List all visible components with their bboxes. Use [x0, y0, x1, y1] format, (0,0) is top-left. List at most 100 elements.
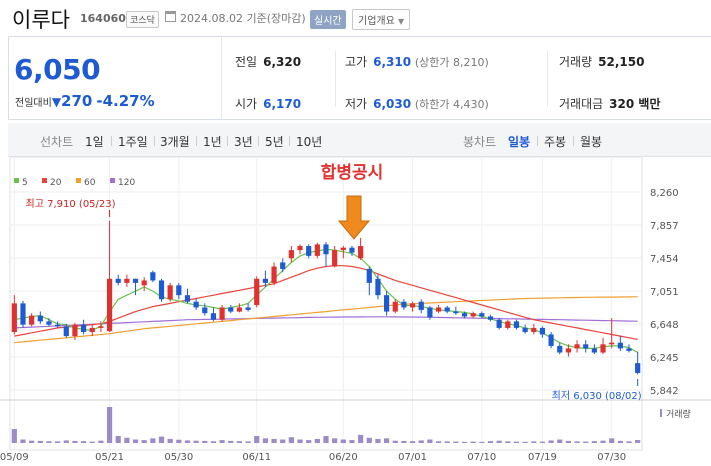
- candle-body: [210, 313, 217, 320]
- company-info-label: 기업개요: [358, 16, 395, 27]
- y-tick-label: 5,842: [650, 386, 679, 397]
- candle-body: [236, 307, 243, 312]
- candle-body: [124, 278, 130, 283]
- candle-body: [37, 315, 43, 322]
- candle-body: [115, 278, 121, 283]
- period-3m[interactable]: 3개월: [160, 135, 190, 149]
- period-1d[interactable]: 1일: [85, 135, 104, 149]
- volume-bar: [184, 440, 191, 443]
- candle-body: [626, 348, 632, 351]
- candle-body: [565, 348, 572, 353]
- volume-bars: 거래량: [11, 407, 691, 443]
- divider: [289, 136, 290, 146]
- y-tick-label: 7,454: [650, 254, 679, 265]
- volume-bar: [124, 437, 130, 443]
- high-low-labels: 최고 7,910 (05/23) 최저 6,030 (08/02): [26, 198, 642, 402]
- candle-body: [548, 334, 554, 346]
- candle-body: [80, 324, 87, 333]
- company-info-dropdown[interactable]: 기업개요 ▼: [352, 9, 411, 30]
- volume-bar: [323, 436, 329, 443]
- y-tick-label: 6,648: [650, 320, 679, 331]
- legend: 5 20 60 120: [14, 178, 135, 188]
- candle-body: [384, 295, 390, 312]
- open-cell: 시가 6,170: [235, 95, 301, 112]
- candle-body: [271, 266, 277, 283]
- reference-date: 2024.08.02 기준(장마감): [180, 12, 306, 25]
- candle-body: [89, 327, 95, 333]
- candle-body: [583, 344, 589, 349]
- candle-body: [487, 316, 494, 320]
- prev-close-value: 6,320: [263, 55, 302, 69]
- candle-weekly[interactable]: 주봉: [544, 135, 567, 149]
- candle-body: [358, 246, 364, 259]
- volume-bar: [29, 440, 35, 443]
- prev-close-label: 전일: [235, 55, 258, 69]
- x-tick-label: 06/11: [242, 452, 271, 463]
- volume-bar: [288, 437, 294, 443]
- volume-bar: [280, 439, 286, 443]
- y-tick-label: 8,260: [650, 188, 679, 199]
- low-cell: 저가 6,030 (하한가 4,430): [345, 95, 489, 112]
- x-tick-label: 07/10: [467, 452, 496, 463]
- volume-bar: [297, 439, 303, 443]
- stock-header: 이루다 164060 코스닥 2024.08.02 기준(장마감) 실시간 기업…: [0, 0, 711, 36]
- volume-bar: [574, 441, 580, 443]
- candlestick-chart: 5 20 60 120 합병공시 최고 7,910 (05/23) 최저 6,030 (…: [0, 156, 711, 463]
- period-5y[interactable]: 5년: [265, 135, 284, 149]
- volume-bar: [158, 436, 165, 443]
- realtime-button[interactable]: 실시간: [310, 10, 346, 29]
- candle-chart-label: 봉차트: [463, 135, 497, 149]
- candle-body: [176, 285, 182, 296]
- candle-body: [11, 303, 17, 333]
- candle-body: [184, 295, 191, 302]
- volume-bar: [496, 440, 502, 443]
- candle-body: [505, 321, 511, 328]
- candle-body: [167, 285, 173, 300]
- legend-label: 120: [118, 178, 135, 188]
- candle-body: [470, 313, 476, 317]
- candle-body: [444, 307, 450, 312]
- candle-body: [323, 244, 329, 255]
- candle-body: [306, 246, 312, 256]
- candle-body: [513, 321, 520, 328]
- volume-bar: [470, 441, 476, 443]
- current-price: 6,050: [14, 53, 101, 86]
- divider: [221, 37, 222, 119]
- candle-body: [635, 363, 641, 373]
- x-tick-label: 07/19: [528, 452, 557, 463]
- period-10y[interactable]: 10년: [296, 135, 323, 149]
- legend-swatch: [14, 178, 19, 183]
- candle-body: [219, 307, 225, 320]
- volume-bar: [358, 434, 364, 443]
- volume-value: 52,150: [598, 55, 645, 69]
- candle-body: [141, 280, 147, 286]
- plot-frame: [9, 156, 643, 451]
- candle-monthly[interactable]: 월봉: [580, 135, 603, 149]
- candle-body: [297, 246, 303, 251]
- volume-bar: [236, 441, 243, 443]
- x-tick-label: 05/30: [164, 452, 193, 463]
- divider: [537, 136, 538, 146]
- volume-bar: [461, 441, 468, 443]
- candle-body: [254, 278, 260, 306]
- divider: [547, 51, 548, 107]
- volume-bar: [626, 441, 632, 443]
- candle-body: [418, 301, 424, 310]
- change-percent: -4.27%: [96, 92, 155, 110]
- period-1y[interactable]: 1년: [203, 135, 222, 149]
- divider: [573, 136, 574, 146]
- candle-body: [453, 311, 459, 314]
- volume-bar: [210, 441, 217, 443]
- chevron-down-icon: ▼: [398, 17, 405, 26]
- candle-daily[interactable]: 일봉: [508, 135, 531, 149]
- candle-body: [332, 250, 338, 267]
- stock-code: 164060: [80, 12, 126, 25]
- amount-value: 320 백만: [609, 97, 661, 111]
- price-summary: 6,050 전일대비▼270 -4.27% 전일 6,320 시가 6,170 고가 6…: [8, 36, 711, 120]
- candle-body: [539, 327, 546, 335]
- volume-bar: [11, 429, 17, 443]
- candle-body: [461, 313, 468, 317]
- volume-bar: [228, 440, 234, 443]
- period-3y[interactable]: 3년: [234, 135, 253, 149]
- period-1w[interactable]: 1주일: [118, 135, 148, 149]
